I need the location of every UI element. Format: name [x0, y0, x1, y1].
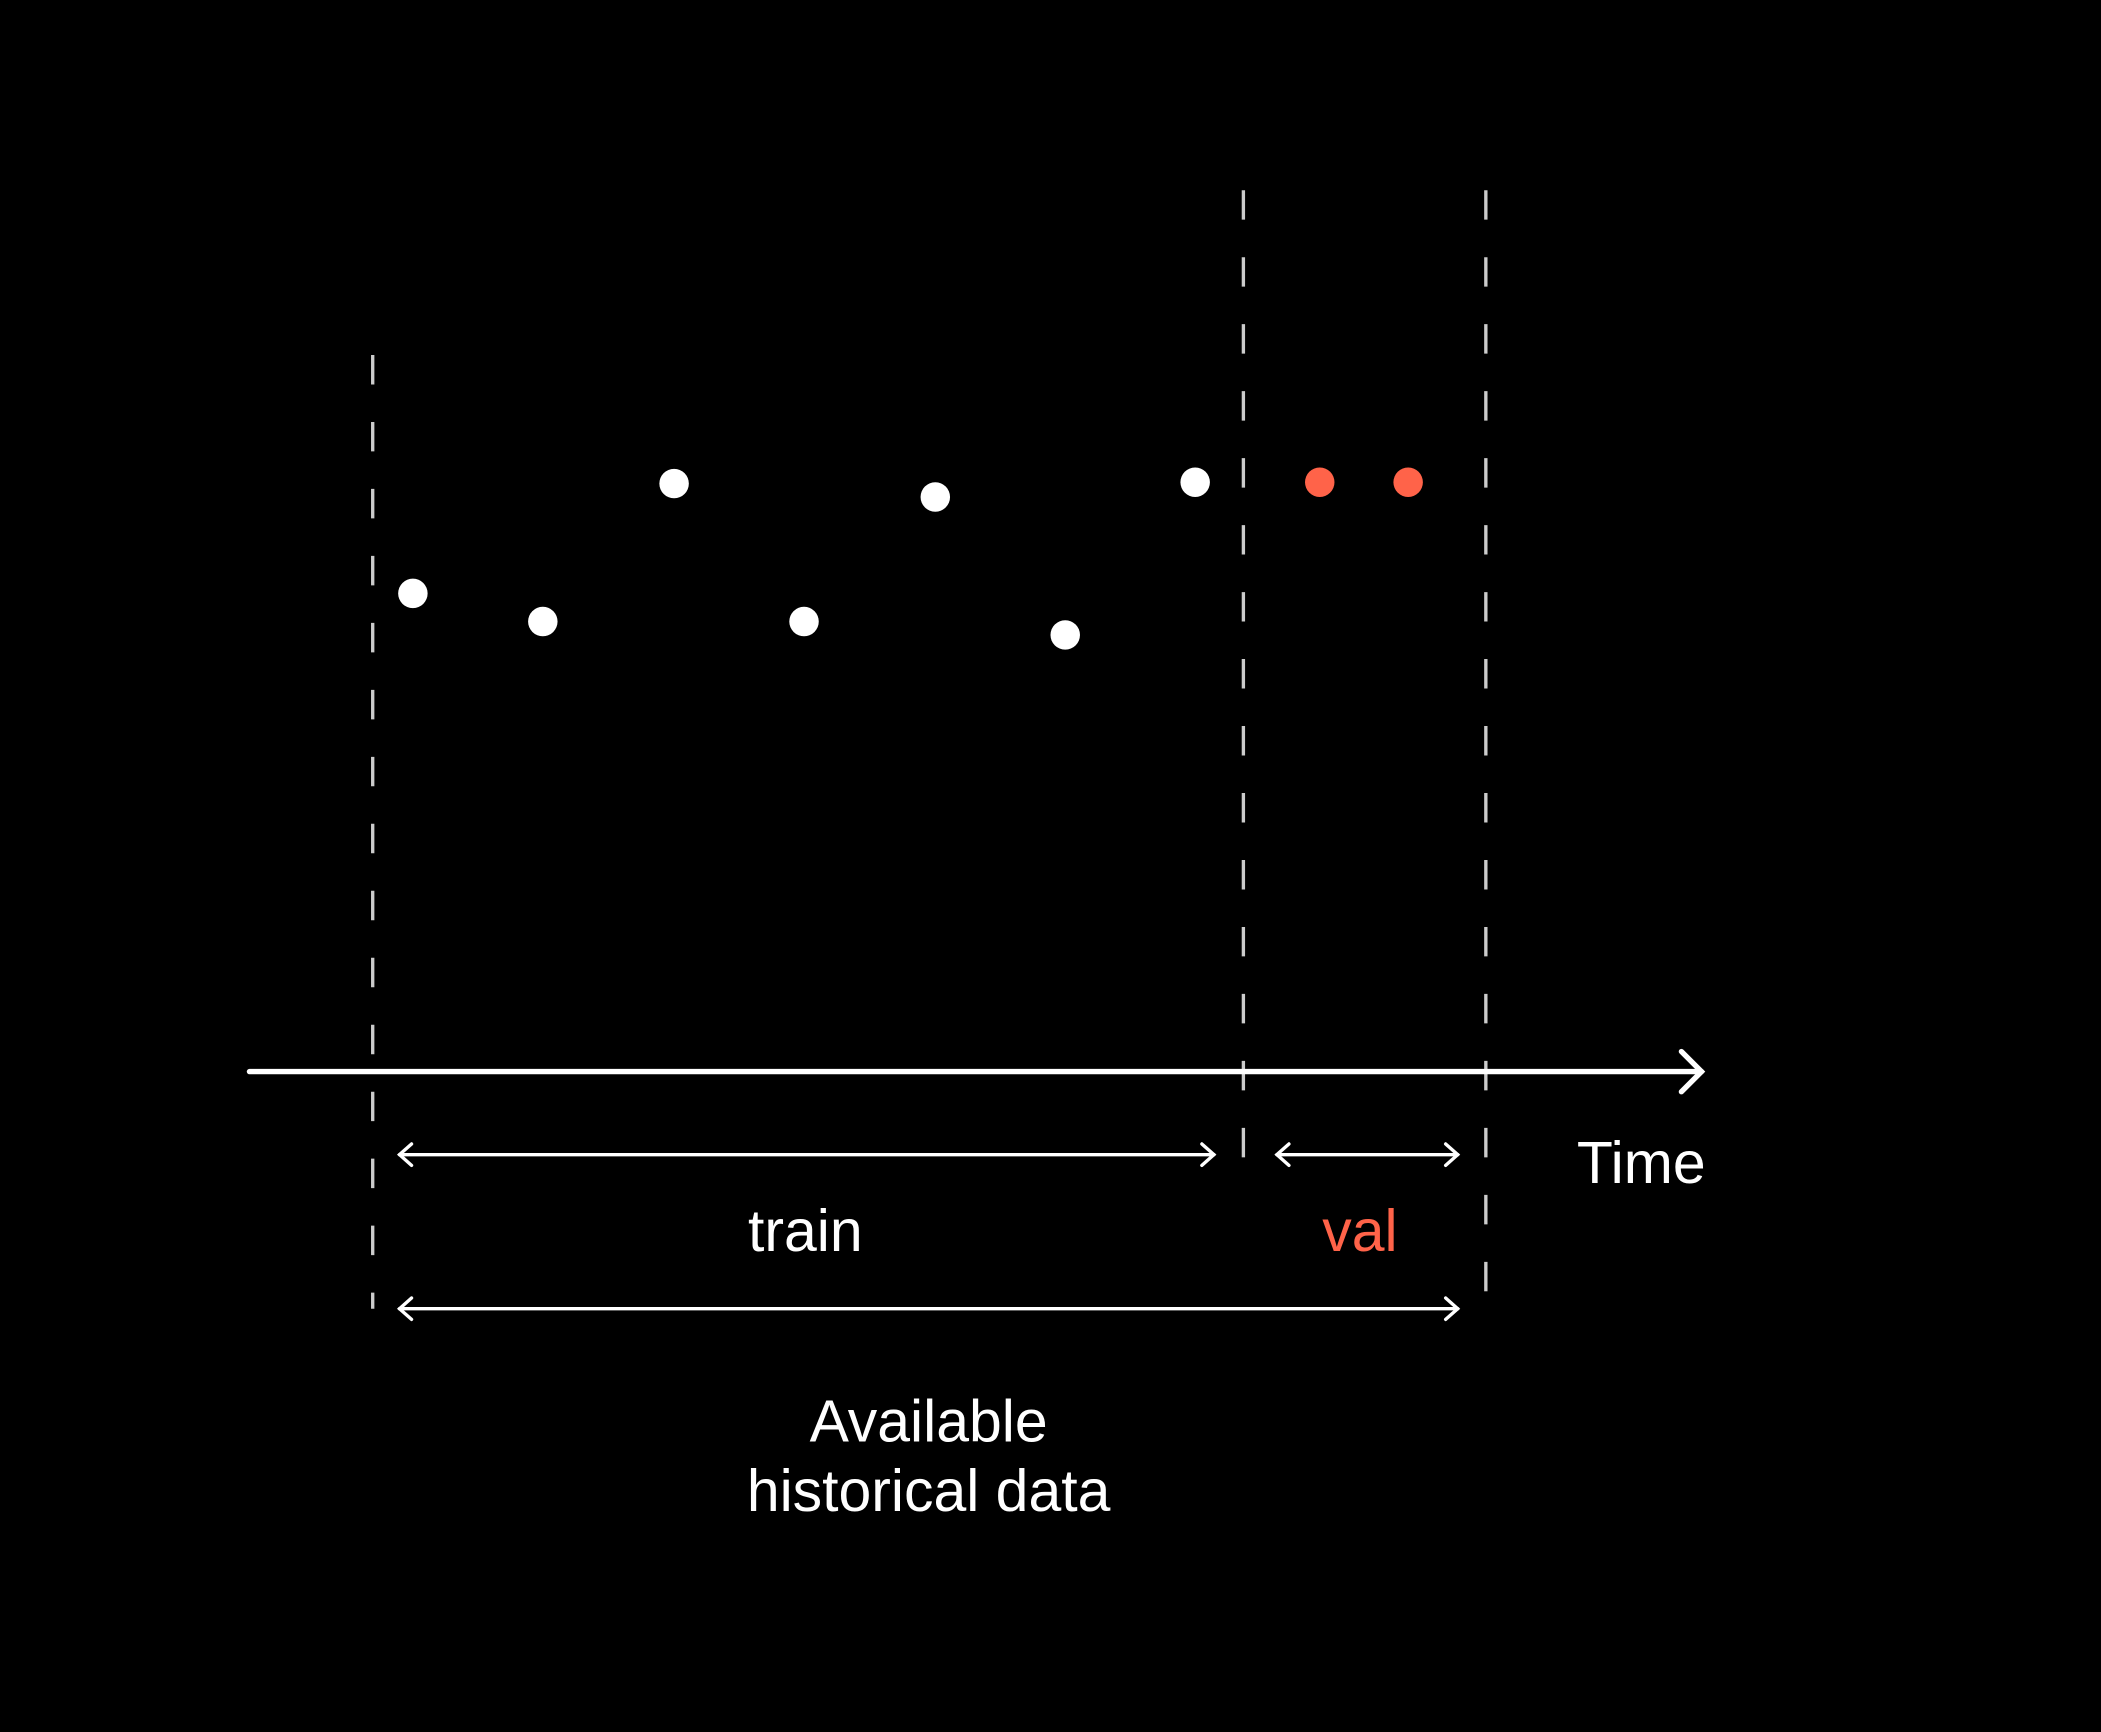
data-points [398, 467, 1423, 650]
train-data-point [789, 606, 819, 637]
val-range-arrow [1274, 1142, 1461, 1168]
time-axis-label: Time [1577, 1131, 1706, 1196]
time-axis [246, 1048, 1706, 1095]
train-data-point [659, 468, 689, 499]
val-label: val [1322, 1199, 1397, 1264]
train-range-arrow [396, 1142, 1217, 1168]
available-label-line2: historical data [747, 1459, 1111, 1524]
train-label: train [748, 1199, 863, 1264]
available-label-line1: Available [810, 1389, 1048, 1454]
train-data-point [528, 606, 558, 637]
train-data-point [1180, 467, 1210, 497]
train-data-point [398, 578, 428, 609]
train-data-point [920, 482, 951, 512]
train-data-point [1050, 620, 1080, 650]
val-data-point [1393, 467, 1423, 497]
val-data-point [1305, 467, 1335, 497]
available-range-arrow [396, 1296, 1461, 1322]
